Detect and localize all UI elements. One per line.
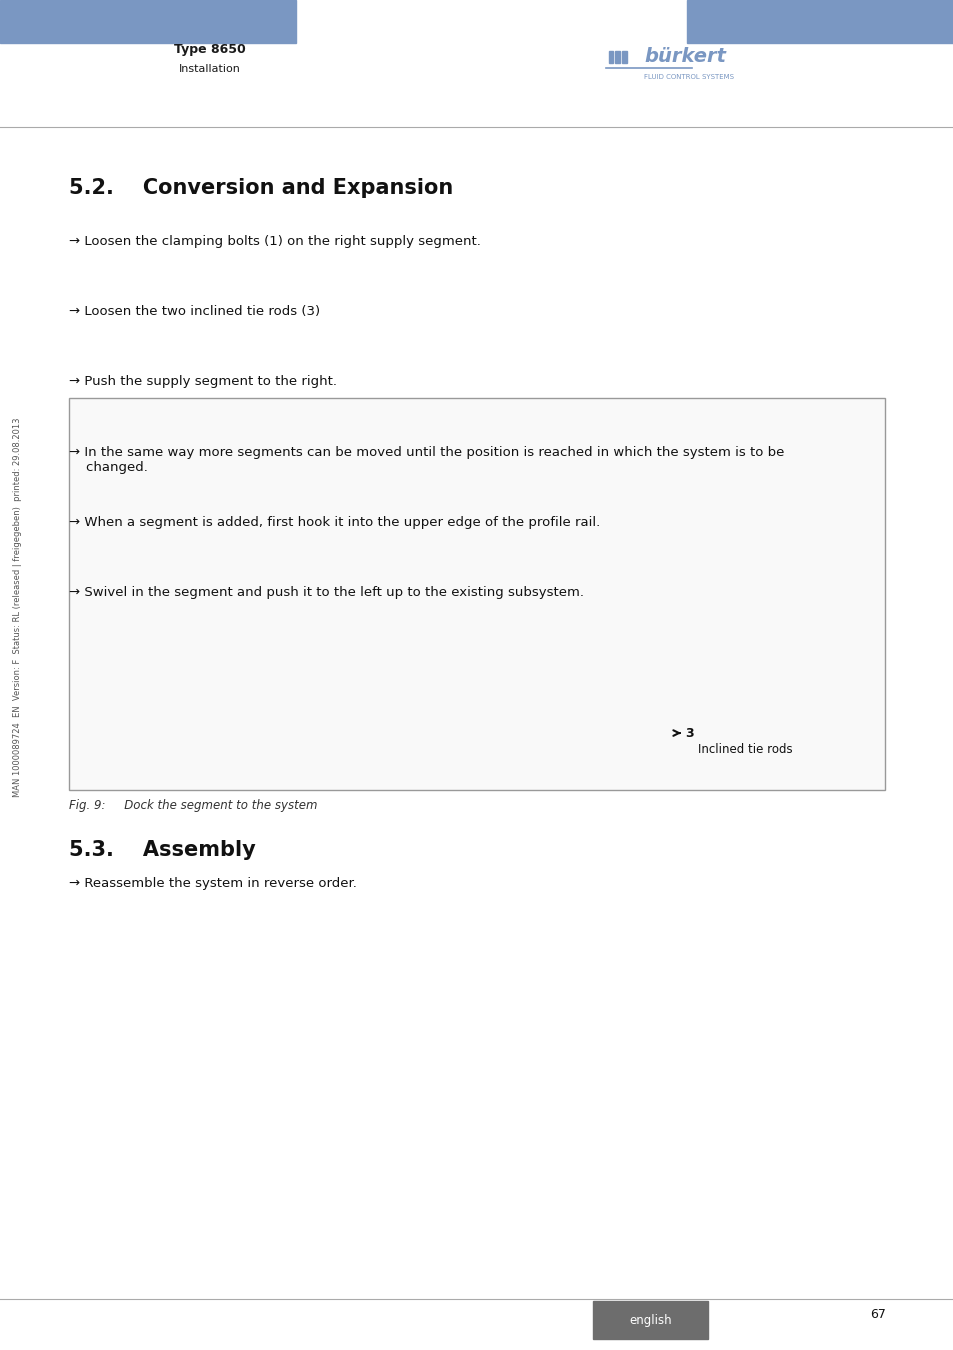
Text: english: english	[629, 1314, 671, 1327]
Bar	[686, 0, 953, 43]
Bar	[593, 1301, 707, 1339]
Text: Installation: Installation	[179, 63, 240, 74]
Text: Fig. 9:     Dock the segment to the system: Fig. 9: Dock the segment to the system	[69, 799, 316, 813]
Bar	[0, 0, 295, 43]
Text: 5.3.    Assembly: 5.3. Assembly	[69, 840, 255, 860]
Text: bürkert: bürkert	[643, 47, 725, 66]
Text: → Swivel in the segment and push it to the left up to the existing subsystem.: → Swivel in the segment and push it to t…	[69, 586, 583, 599]
Text: Inclined tie rods: Inclined tie rods	[698, 743, 792, 756]
Text: → In the same way more segments can be moved until the position is reached in wh: → In the same way more segments can be m…	[69, 446, 783, 474]
Bar	[615, 51, 619, 63]
Text: 5.2.    Conversion and Expansion: 5.2. Conversion and Expansion	[69, 178, 453, 198]
Bar	[621, 51, 626, 63]
Text: → When a segment is added, first hook it into the upper edge of the profile rail: → When a segment is added, first hook it…	[69, 516, 599, 529]
Text: MAN 1000089724  EN  Version: F  Status: RL (released | freigegeben)  printed: 29: MAN 1000089724 EN Version: F Status: RL …	[12, 417, 22, 798]
Text: Type 8650: Type 8650	[173, 43, 246, 57]
Text: FLUID CONTROL SYSTEMS: FLUID CONTROL SYSTEMS	[643, 74, 733, 80]
Text: 3: 3	[684, 726, 693, 740]
Text: → Push the supply segment to the right.: → Push the supply segment to the right.	[69, 375, 336, 389]
Bar	[69, 398, 884, 790]
Text: → Loosen the two inclined tie rods (3): → Loosen the two inclined tie rods (3)	[69, 305, 319, 319]
Text: 67: 67	[869, 1308, 884, 1322]
Text: → Loosen the clamping bolts (1) on the right supply segment.: → Loosen the clamping bolts (1) on the r…	[69, 235, 480, 248]
Text: → Reassemble the system in reverse order.: → Reassemble the system in reverse order…	[69, 878, 356, 891]
Bar	[608, 51, 613, 63]
